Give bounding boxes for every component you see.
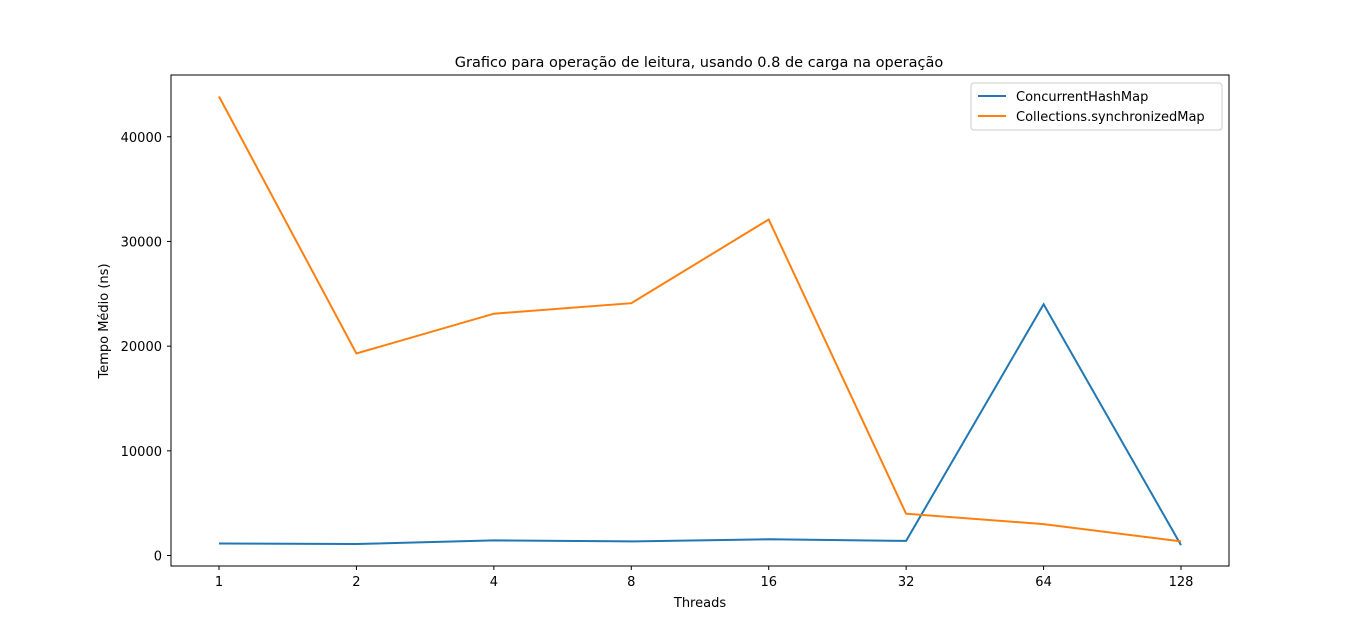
y-axis-ticks: 0 10000 20000 30000 40000 xyxy=(121,131,171,565)
legend-label-synchronizedmap: Collections.synchronizedMap xyxy=(1016,110,1205,125)
x-axis-label: Threads xyxy=(673,596,726,611)
y-axis-label: Tempo Médio (ns) xyxy=(97,263,112,379)
y-tick-label: 10000 xyxy=(121,445,162,460)
x-tick-label: 2 xyxy=(352,575,360,590)
x-tick-label: 4 xyxy=(490,575,498,590)
chart-title: Grafico para operação de leitura, usando… xyxy=(455,55,944,71)
x-tick-label: 64 xyxy=(1035,575,1052,590)
x-tick-label: 16 xyxy=(760,575,777,590)
x-tick-label: 32 xyxy=(898,575,915,590)
x-tick-label: 1 xyxy=(215,575,223,590)
x-tick-label: 8 xyxy=(627,575,635,590)
series-lines xyxy=(218,96,1182,546)
plot-area-frame xyxy=(170,74,1230,567)
legend: ConcurrentHashMap Collections.synchroniz… xyxy=(970,82,1223,131)
y-tick-label: 30000 xyxy=(121,235,162,250)
y-tick-label: 40000 xyxy=(121,131,162,146)
series-line-concurrenthashmap xyxy=(218,302,1182,546)
y-tick-label: 20000 xyxy=(121,340,162,355)
x-tick-label: 128 xyxy=(1169,575,1194,590)
y-tick-label: 0 xyxy=(154,550,162,565)
x-axis-ticks: 1 2 4 8 16 32 64 128 xyxy=(215,566,1194,590)
series-line-synchronizedmap xyxy=(218,96,1182,543)
legend-box xyxy=(970,82,1223,131)
legend-label-concurrenthashmap: ConcurrentHashMap xyxy=(1016,90,1148,105)
